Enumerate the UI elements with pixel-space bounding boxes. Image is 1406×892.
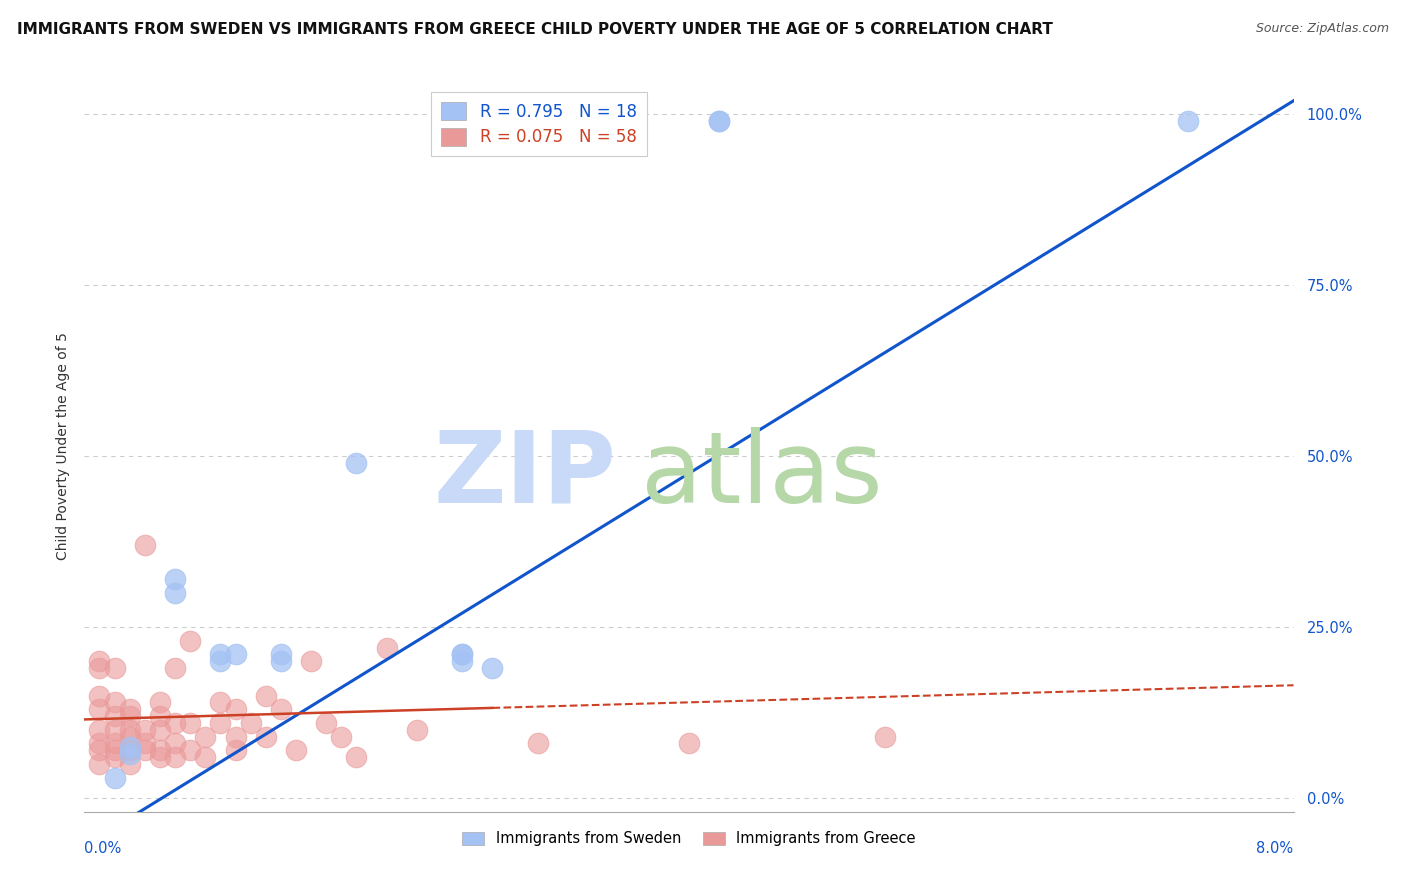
Point — [89, 654, 111, 668]
Point — [299, 654, 322, 668]
Point — [104, 723, 127, 737]
Point — [225, 648, 247, 662]
Point — [225, 702, 247, 716]
Point — [149, 695, 172, 709]
Point — [104, 709, 127, 723]
Point — [165, 736, 187, 750]
Point — [165, 661, 187, 675]
Point — [451, 648, 474, 662]
Point — [165, 572, 187, 586]
Point — [209, 695, 232, 709]
Point — [285, 743, 308, 757]
Point — [149, 709, 172, 723]
Point — [165, 586, 187, 600]
Point — [179, 715, 201, 730]
Point — [527, 736, 550, 750]
Point — [104, 771, 127, 785]
Point — [406, 723, 429, 737]
Point — [270, 648, 292, 662]
Point — [118, 730, 141, 744]
Point — [1177, 114, 1199, 128]
Point — [89, 661, 111, 675]
Text: atlas: atlas — [641, 426, 882, 524]
Point — [89, 736, 111, 750]
Point — [104, 661, 127, 675]
Point — [709, 114, 731, 128]
Point — [709, 114, 731, 128]
Point — [134, 736, 156, 750]
Point — [89, 756, 111, 771]
Point — [89, 743, 111, 757]
Point — [118, 747, 141, 761]
Point — [375, 640, 398, 655]
Text: 0.0%: 0.0% — [84, 841, 121, 856]
Point — [254, 689, 277, 703]
Point — [209, 654, 232, 668]
Text: Source: ZipAtlas.com: Source: ZipAtlas.com — [1256, 22, 1389, 36]
Point — [118, 743, 141, 757]
Text: ZIP: ZIP — [433, 426, 616, 524]
Point — [481, 661, 503, 675]
Point — [89, 689, 111, 703]
Point — [239, 715, 262, 730]
Point — [165, 715, 187, 730]
Point — [149, 750, 172, 764]
Point — [346, 456, 368, 470]
Y-axis label: Child Poverty Under the Age of 5: Child Poverty Under the Age of 5 — [56, 332, 70, 560]
Point — [134, 723, 156, 737]
Point — [89, 702, 111, 716]
Point — [346, 750, 368, 764]
Point — [165, 750, 187, 764]
Point — [118, 756, 141, 771]
Legend: Immigrants from Sweden, Immigrants from Greece: Immigrants from Sweden, Immigrants from … — [456, 825, 922, 852]
Point — [104, 750, 127, 764]
Point — [194, 730, 217, 744]
Point — [104, 695, 127, 709]
Point — [118, 702, 141, 716]
Point — [209, 648, 232, 662]
Text: IMMIGRANTS FROM SWEDEN VS IMMIGRANTS FROM GREECE CHILD POVERTY UNDER THE AGE OF : IMMIGRANTS FROM SWEDEN VS IMMIGRANTS FRO… — [17, 22, 1053, 37]
Point — [179, 633, 201, 648]
Point — [270, 654, 292, 668]
Point — [225, 743, 247, 757]
Point — [179, 743, 201, 757]
Point — [209, 715, 232, 730]
Point — [149, 743, 172, 757]
Point — [118, 709, 141, 723]
Point — [118, 723, 141, 737]
Point — [194, 750, 217, 764]
Text: 8.0%: 8.0% — [1257, 841, 1294, 856]
Point — [104, 736, 127, 750]
Point — [118, 739, 141, 754]
Point — [254, 730, 277, 744]
Point — [875, 730, 897, 744]
Point — [134, 538, 156, 552]
Point — [678, 736, 700, 750]
Point — [104, 743, 127, 757]
Point — [134, 743, 156, 757]
Point — [149, 723, 172, 737]
Point — [89, 723, 111, 737]
Point — [315, 715, 337, 730]
Point — [330, 730, 353, 744]
Point — [270, 702, 292, 716]
Point — [451, 654, 474, 668]
Point — [451, 648, 474, 662]
Point — [225, 730, 247, 744]
